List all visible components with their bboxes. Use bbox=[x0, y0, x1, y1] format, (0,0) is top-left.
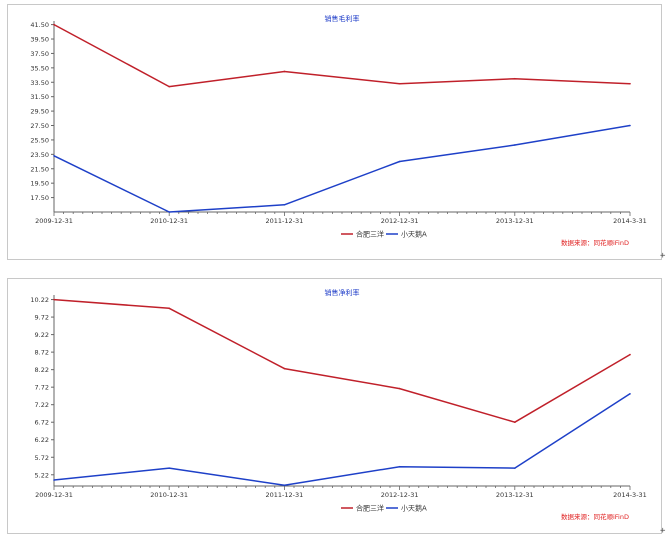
x-tick-label: 2009-12-31 bbox=[35, 491, 73, 499]
chart-title: 销售毛利率 bbox=[325, 14, 360, 23]
y-tick-label: 10.22 bbox=[30, 296, 49, 304]
data-point bbox=[629, 393, 631, 395]
x-tick-label: 2013-12-31 bbox=[496, 491, 534, 499]
series-line bbox=[53, 124, 631, 213]
x-tick-label: 2014-3-31 bbox=[613, 217, 647, 225]
y-tick-label: 9.72 bbox=[35, 314, 49, 322]
y-tick-label: 8.72 bbox=[35, 349, 49, 357]
y-tick-label: 37.50 bbox=[30, 50, 49, 58]
data-point bbox=[53, 154, 55, 157]
data-point bbox=[168, 307, 170, 310]
data-point bbox=[283, 367, 286, 370]
x-tick-label: 2012-12-31 bbox=[381, 217, 419, 225]
data-point bbox=[514, 77, 516, 80]
data-point bbox=[629, 124, 631, 127]
y-tick-label: 33.50 bbox=[30, 79, 49, 87]
legend-label: 合肥三洋 bbox=[356, 230, 384, 239]
data-point bbox=[514, 421, 516, 424]
chart-panel-net-margin: 销售净利率 10.22 9.72 9.22 8.72 8.22 7.72 7.22 6.72 6.… bbox=[7, 278, 662, 534]
y-tick-label: 7.72 bbox=[35, 384, 49, 392]
legend-label: 小天鹅A bbox=[401, 504, 427, 513]
y-tick-label: 6.22 bbox=[35, 436, 49, 444]
data-point bbox=[398, 82, 401, 85]
chart-panel-gross-margin: 销售毛利率 41.50 39.50 37.50 35.50 33.50 31.50 29.50… bbox=[7, 4, 662, 260]
y-tick-label: 25.50 bbox=[30, 136, 49, 144]
x-tick-label: 2014-3-31 bbox=[613, 491, 647, 499]
y-tick-label: 41.50 bbox=[30, 21, 49, 29]
x-tick-label: 2009-12-31 bbox=[35, 217, 73, 225]
series-line bbox=[53, 298, 631, 423]
y-tick-label: 31.50 bbox=[30, 93, 49, 101]
x-tick-label: 2010-12-31 bbox=[150, 491, 188, 499]
y-tick-label: 23.50 bbox=[30, 151, 49, 159]
data-point bbox=[53, 479, 55, 481]
y-tick-label: 39.50 bbox=[30, 36, 49, 44]
data-point bbox=[629, 353, 631, 356]
resize-handle-icon[interactable]: + bbox=[660, 251, 666, 261]
data-point bbox=[283, 70, 286, 73]
y-tick-label: 17.50 bbox=[30, 194, 49, 202]
legend-label: 小天鹅A bbox=[401, 230, 427, 239]
data-point bbox=[283, 484, 286, 487]
data-point bbox=[168, 85, 170, 88]
y-tick-label: 27.50 bbox=[30, 122, 49, 130]
x-tick-label: 2011-12-31 bbox=[266, 217, 304, 225]
data-point bbox=[168, 467, 170, 469]
series-line bbox=[53, 393, 631, 487]
chart-title: 销售净利率 bbox=[325, 288, 360, 297]
y-tick-label: 21.50 bbox=[30, 165, 49, 173]
y-tick-label: 9.22 bbox=[35, 331, 49, 339]
series-line bbox=[53, 23, 631, 88]
data-point bbox=[398, 387, 401, 390]
y-tick-label: 8.22 bbox=[35, 366, 49, 374]
data-point bbox=[398, 465, 401, 468]
y-tick-label: 6.72 bbox=[35, 419, 49, 427]
chart-net-margin: 销售净利率 10.22 9.72 9.22 8.72 8.22 7.72 7.22 6.72 6.… bbox=[30, 288, 647, 521]
data-point bbox=[53, 298, 55, 301]
y-tick-label: 19.50 bbox=[30, 180, 49, 188]
data-point bbox=[514, 144, 516, 146]
chart-gross-margin: 销售毛利率 41.50 39.50 37.50 35.50 33.50 31.50 29.50… bbox=[30, 14, 647, 247]
y-tick-label: 5.22 bbox=[35, 471, 49, 479]
y-tick-label: 35.50 bbox=[30, 64, 49, 72]
x-tick-label: 2011-12-31 bbox=[266, 491, 304, 499]
data-point bbox=[398, 160, 401, 163]
legend-label: 合肥三洋 bbox=[356, 504, 384, 513]
resize-handle-icon[interactable]: + bbox=[660, 526, 666, 536]
data-point bbox=[168, 211, 170, 213]
source-note: 数据来源：同花顺iFinD bbox=[561, 512, 629, 521]
data-point bbox=[283, 203, 286, 206]
source-note: 数据来源：同花顺iFinD bbox=[561, 238, 629, 247]
data-point bbox=[629, 82, 631, 85]
x-tick-label: 2012-12-31 bbox=[381, 491, 419, 499]
x-tick-label: 2010-12-31 bbox=[150, 217, 188, 225]
data-point bbox=[53, 23, 55, 26]
y-tick-label: 29.50 bbox=[30, 108, 49, 116]
y-tick-label: 7.22 bbox=[35, 401, 49, 409]
x-tick-label: 2013-12-31 bbox=[496, 217, 534, 225]
y-tick-label: 5.72 bbox=[35, 454, 49, 462]
data-point bbox=[514, 467, 516, 469]
